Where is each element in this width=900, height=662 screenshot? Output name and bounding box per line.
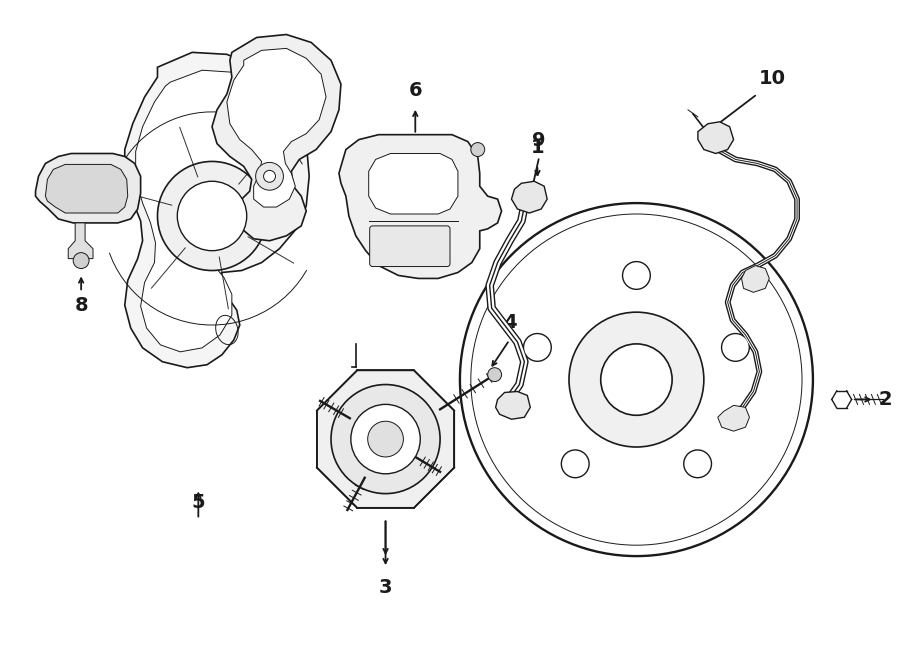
- Text: 5: 5: [192, 493, 205, 512]
- Polygon shape: [125, 52, 310, 367]
- Polygon shape: [511, 181, 547, 213]
- Polygon shape: [212, 34, 341, 241]
- Polygon shape: [717, 405, 750, 431]
- Circle shape: [569, 312, 704, 447]
- Polygon shape: [317, 370, 454, 508]
- Circle shape: [368, 421, 403, 457]
- FancyBboxPatch shape: [370, 226, 450, 267]
- Polygon shape: [136, 70, 284, 352]
- Text: 1: 1: [531, 138, 544, 157]
- Circle shape: [600, 344, 672, 415]
- Polygon shape: [45, 164, 128, 213]
- Text: 7: 7: [216, 243, 230, 262]
- Circle shape: [562, 450, 590, 478]
- Polygon shape: [227, 48, 326, 207]
- Polygon shape: [68, 223, 93, 259]
- Circle shape: [256, 162, 284, 190]
- Polygon shape: [339, 134, 501, 279]
- Polygon shape: [742, 265, 769, 293]
- Polygon shape: [698, 122, 733, 154]
- Circle shape: [684, 450, 712, 478]
- Circle shape: [471, 142, 485, 156]
- Polygon shape: [369, 154, 458, 214]
- Circle shape: [177, 181, 247, 251]
- Text: 6: 6: [409, 81, 422, 100]
- Circle shape: [331, 385, 440, 494]
- Text: 9: 9: [533, 130, 546, 150]
- Circle shape: [623, 261, 651, 289]
- Text: 10: 10: [759, 69, 786, 88]
- Text: 2: 2: [878, 390, 892, 409]
- Circle shape: [524, 334, 552, 361]
- Text: 8: 8: [75, 297, 88, 315]
- Text: 4: 4: [503, 313, 517, 332]
- Circle shape: [73, 253, 89, 269]
- Polygon shape: [496, 391, 530, 419]
- Polygon shape: [35, 154, 140, 223]
- Circle shape: [264, 170, 275, 182]
- Circle shape: [488, 367, 501, 381]
- Circle shape: [722, 334, 750, 361]
- Circle shape: [351, 404, 420, 474]
- Text: 3: 3: [379, 578, 392, 597]
- Circle shape: [158, 162, 266, 271]
